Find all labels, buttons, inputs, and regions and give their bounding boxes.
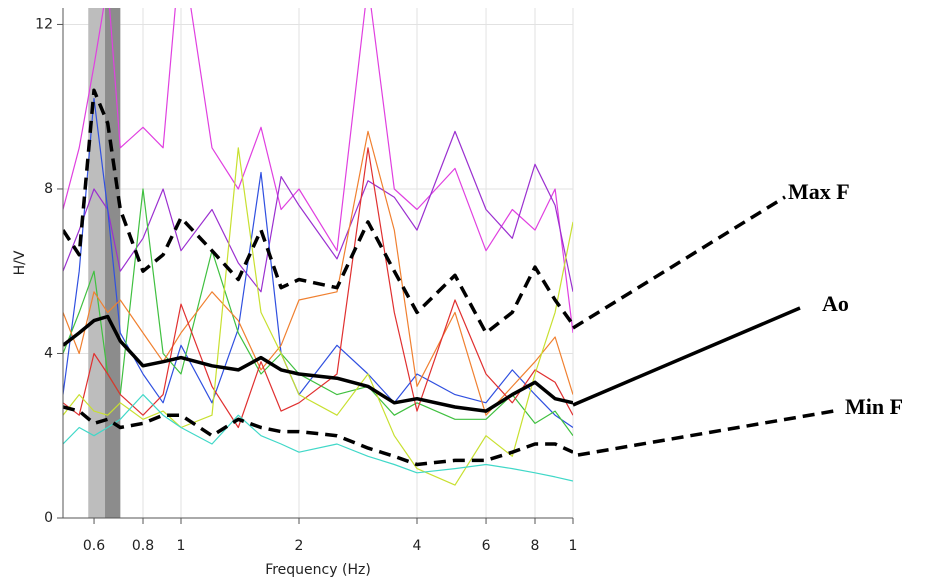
series-line xyxy=(63,130,573,293)
x-tick-label: 1 xyxy=(569,538,578,554)
y-tick-label: 0 xyxy=(44,510,53,526)
max-f-leader xyxy=(572,195,786,330)
series-line-max-f xyxy=(63,88,573,335)
x-tick-label: 8 xyxy=(531,538,540,554)
series-line-ao xyxy=(63,314,573,413)
x-tick-label: 1 xyxy=(177,538,186,554)
plot-area xyxy=(63,8,573,518)
max-f-label: Max F xyxy=(788,179,850,204)
ao-label: Ao xyxy=(822,291,849,316)
series-line xyxy=(63,394,573,482)
x-tick-label: 0.6 xyxy=(83,538,105,554)
x-tick-label: 4 xyxy=(413,538,422,554)
x-tick-label: 2 xyxy=(295,538,304,554)
series-line xyxy=(63,8,573,333)
series-line xyxy=(63,97,573,428)
series-line xyxy=(63,147,573,429)
series-line xyxy=(63,147,573,486)
y-tick-label: 8 xyxy=(44,181,53,197)
x-axis-label: Frequency (Hz) xyxy=(265,562,371,578)
y-tick-label: 4 xyxy=(44,345,53,361)
y-tick-label: 12 xyxy=(35,16,53,32)
min-f-label: Min F xyxy=(845,394,903,419)
x-tick-label: 0.8 xyxy=(132,538,154,554)
ao-leader xyxy=(572,306,801,407)
x-tick-label: 6 xyxy=(482,538,491,554)
series-line-min-f xyxy=(63,405,573,467)
series-line xyxy=(63,130,573,416)
y-axis-label: H/V xyxy=(12,250,28,275)
min-f-leader xyxy=(577,408,841,457)
grid xyxy=(63,8,574,519)
